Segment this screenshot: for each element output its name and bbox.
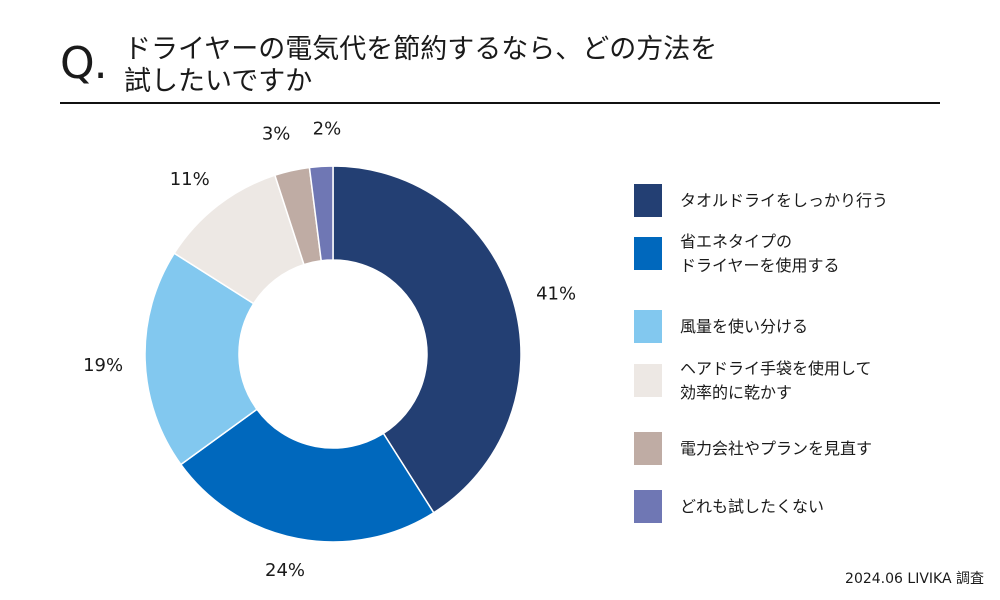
legend-label: 風量を使い分ける (680, 317, 809, 336)
slice-value-label-1: 41% (536, 284, 576, 305)
legend-label: 電力会社やプランを見直す (680, 439, 873, 458)
donut-slice-3 (144, 252, 258, 466)
slice-value-label-4: 11% (170, 169, 210, 190)
chart-title: ドライヤーの電気代を節約するなら、どの方法を 試したいですか (124, 34, 904, 98)
title-line-2: 試したいですか (124, 66, 313, 97)
legend-label: どれも試したくない (680, 497, 825, 516)
donut-slice-6 (308, 165, 334, 262)
question-mark-label: Q. (60, 38, 108, 89)
donut-slice-2 (179, 408, 435, 543)
legend-label: タオルドライをしっかり行う (680, 191, 889, 210)
legend-swatch (634, 237, 662, 270)
donut-slice-1 (332, 165, 522, 514)
legend-label: 省エネタイプの ドライヤーを使用する (680, 232, 840, 275)
legend-swatch (634, 184, 662, 217)
legend-swatch (634, 490, 662, 523)
title-divider (60, 102, 940, 104)
slice-value-label-6: 2% (313, 118, 342, 139)
slice-value-label-5: 3% (262, 123, 291, 144)
title-line-1: ドライヤーの電気代を節約するなら、どの方法を (124, 34, 718, 65)
legend-swatch (634, 364, 662, 397)
legend-label: ヘアドライ手袋を使用して 効率的に乾かす (680, 359, 872, 402)
slice-value-label-3: 19% (83, 355, 123, 376)
legend-swatch (634, 310, 662, 343)
slice-value-label-2: 24% (265, 560, 305, 581)
source-credit: 2024.06 LIVIKA 調査 (845, 571, 984, 587)
legend-swatch (634, 432, 662, 465)
